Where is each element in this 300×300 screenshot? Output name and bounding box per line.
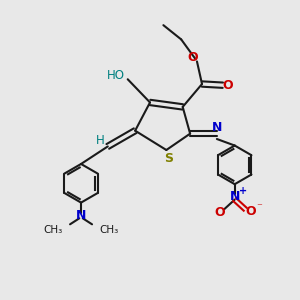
- Text: N: N: [212, 121, 223, 134]
- Text: CH₃: CH₃: [44, 225, 63, 235]
- Text: +: +: [239, 186, 247, 196]
- Text: N: N: [230, 190, 240, 203]
- Text: S: S: [164, 152, 173, 164]
- Text: CH₃: CH₃: [100, 225, 119, 235]
- Text: HO: HO: [107, 69, 125, 82]
- Text: H: H: [96, 134, 104, 147]
- Text: ⁻: ⁻: [256, 202, 262, 212]
- Text: O: O: [214, 206, 225, 219]
- Text: O: O: [187, 51, 197, 64]
- Text: O: O: [246, 205, 256, 218]
- Text: O: O: [223, 79, 233, 92]
- Text: N: N: [76, 209, 86, 222]
